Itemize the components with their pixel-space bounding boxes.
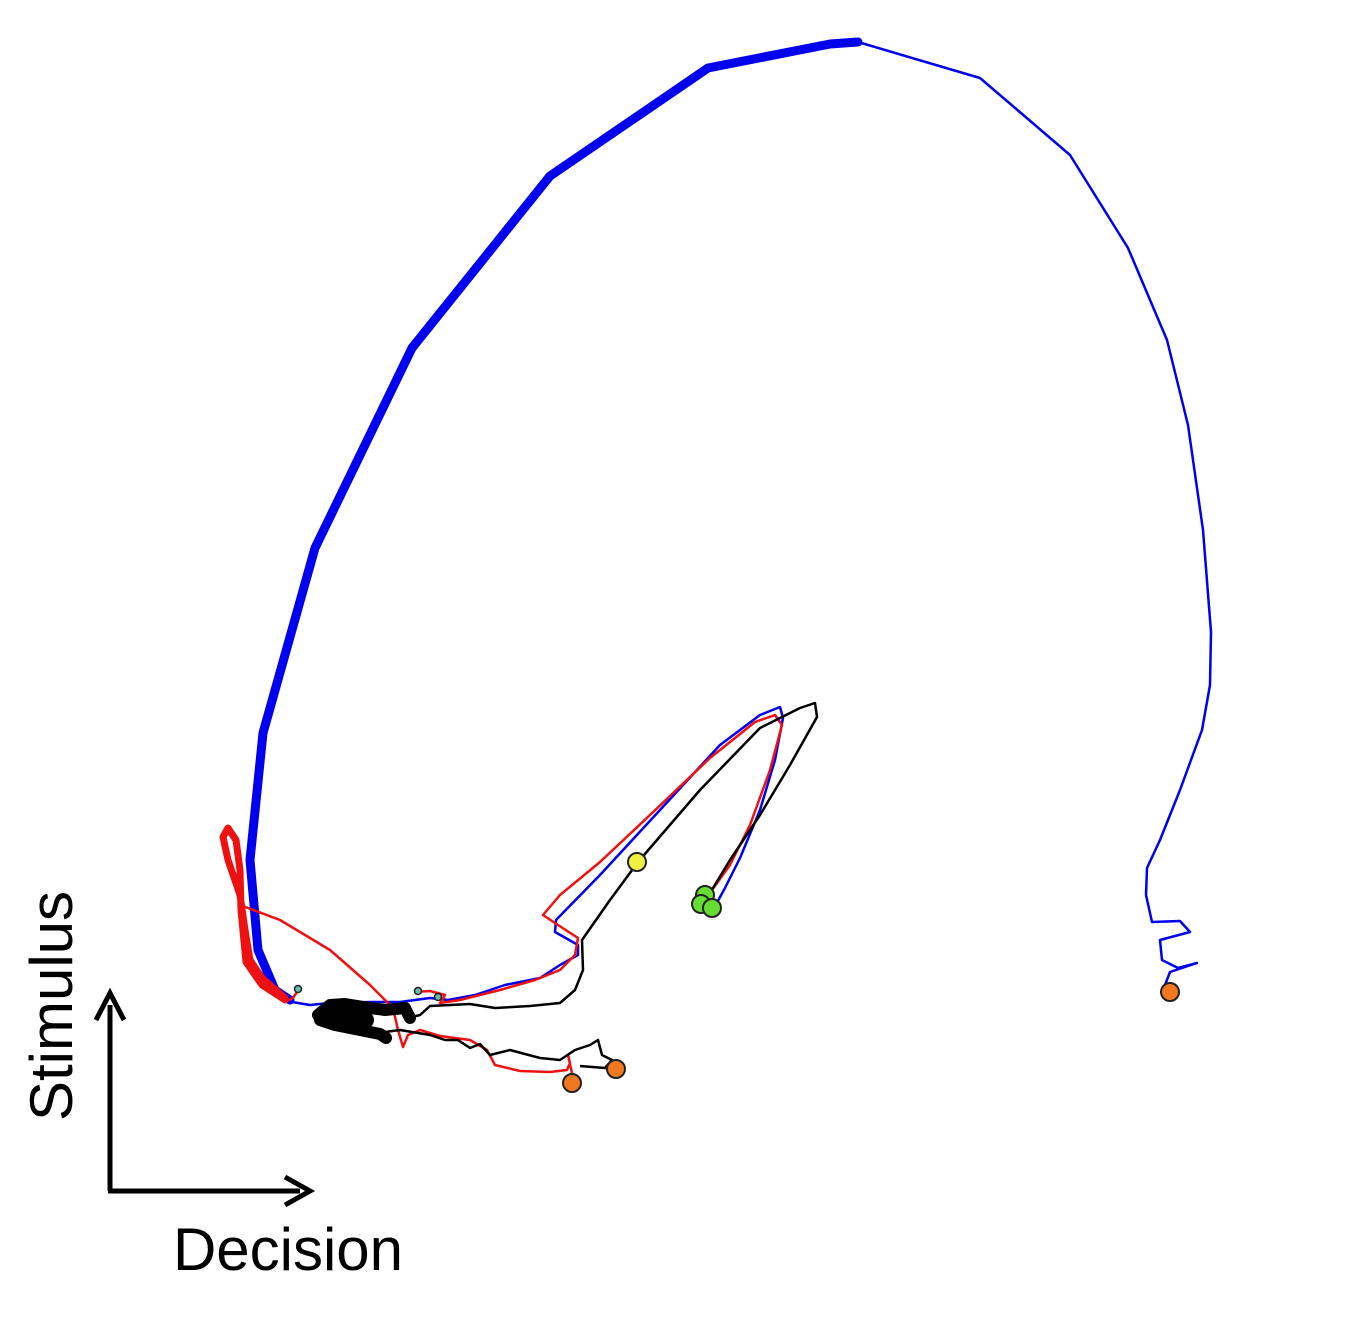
black-trajectory	[312, 701, 819, 1070]
decision-axis-arrowhead	[283, 1174, 316, 1208]
blue-trajectory-middle-loop	[291, 705, 785, 1007]
start-marker-2	[413, 986, 423, 996]
black-trajectory-cluster-2	[338, 1008, 374, 1032]
intermediate-marker-green-3	[702, 898, 722, 918]
stimulus-axis-arrowhead	[93, 987, 127, 1022]
blue-trajectory	[245, 37, 1213, 1007]
end-marker-blue	[1160, 982, 1180, 1002]
red-trajectory-thick-segment	[219, 824, 289, 1004]
axis-indicator	[93, 987, 316, 1208]
intermediate-marker-yellow	[627, 852, 647, 872]
end-marker-black	[606, 1059, 626, 1079]
markers	[293, 852, 1180, 1093]
stimulus-axis-label: Stimulus	[18, 891, 85, 1121]
red-trajectory-thin-segment	[239, 713, 784, 1083]
end-marker-red	[562, 1073, 582, 1093]
decision-axis-label: Decision	[173, 1216, 403, 1283]
start-marker-3	[433, 992, 443, 1002]
start-marker-1	[293, 984, 303, 994]
red-trajectory	[219, 713, 784, 1083]
blue-trajectory-thin-segment	[857, 40, 1213, 993]
blue-trajectory-thick-segment	[245, 37, 863, 1005]
black-trajectory-thin-segment	[384, 701, 819, 1070]
